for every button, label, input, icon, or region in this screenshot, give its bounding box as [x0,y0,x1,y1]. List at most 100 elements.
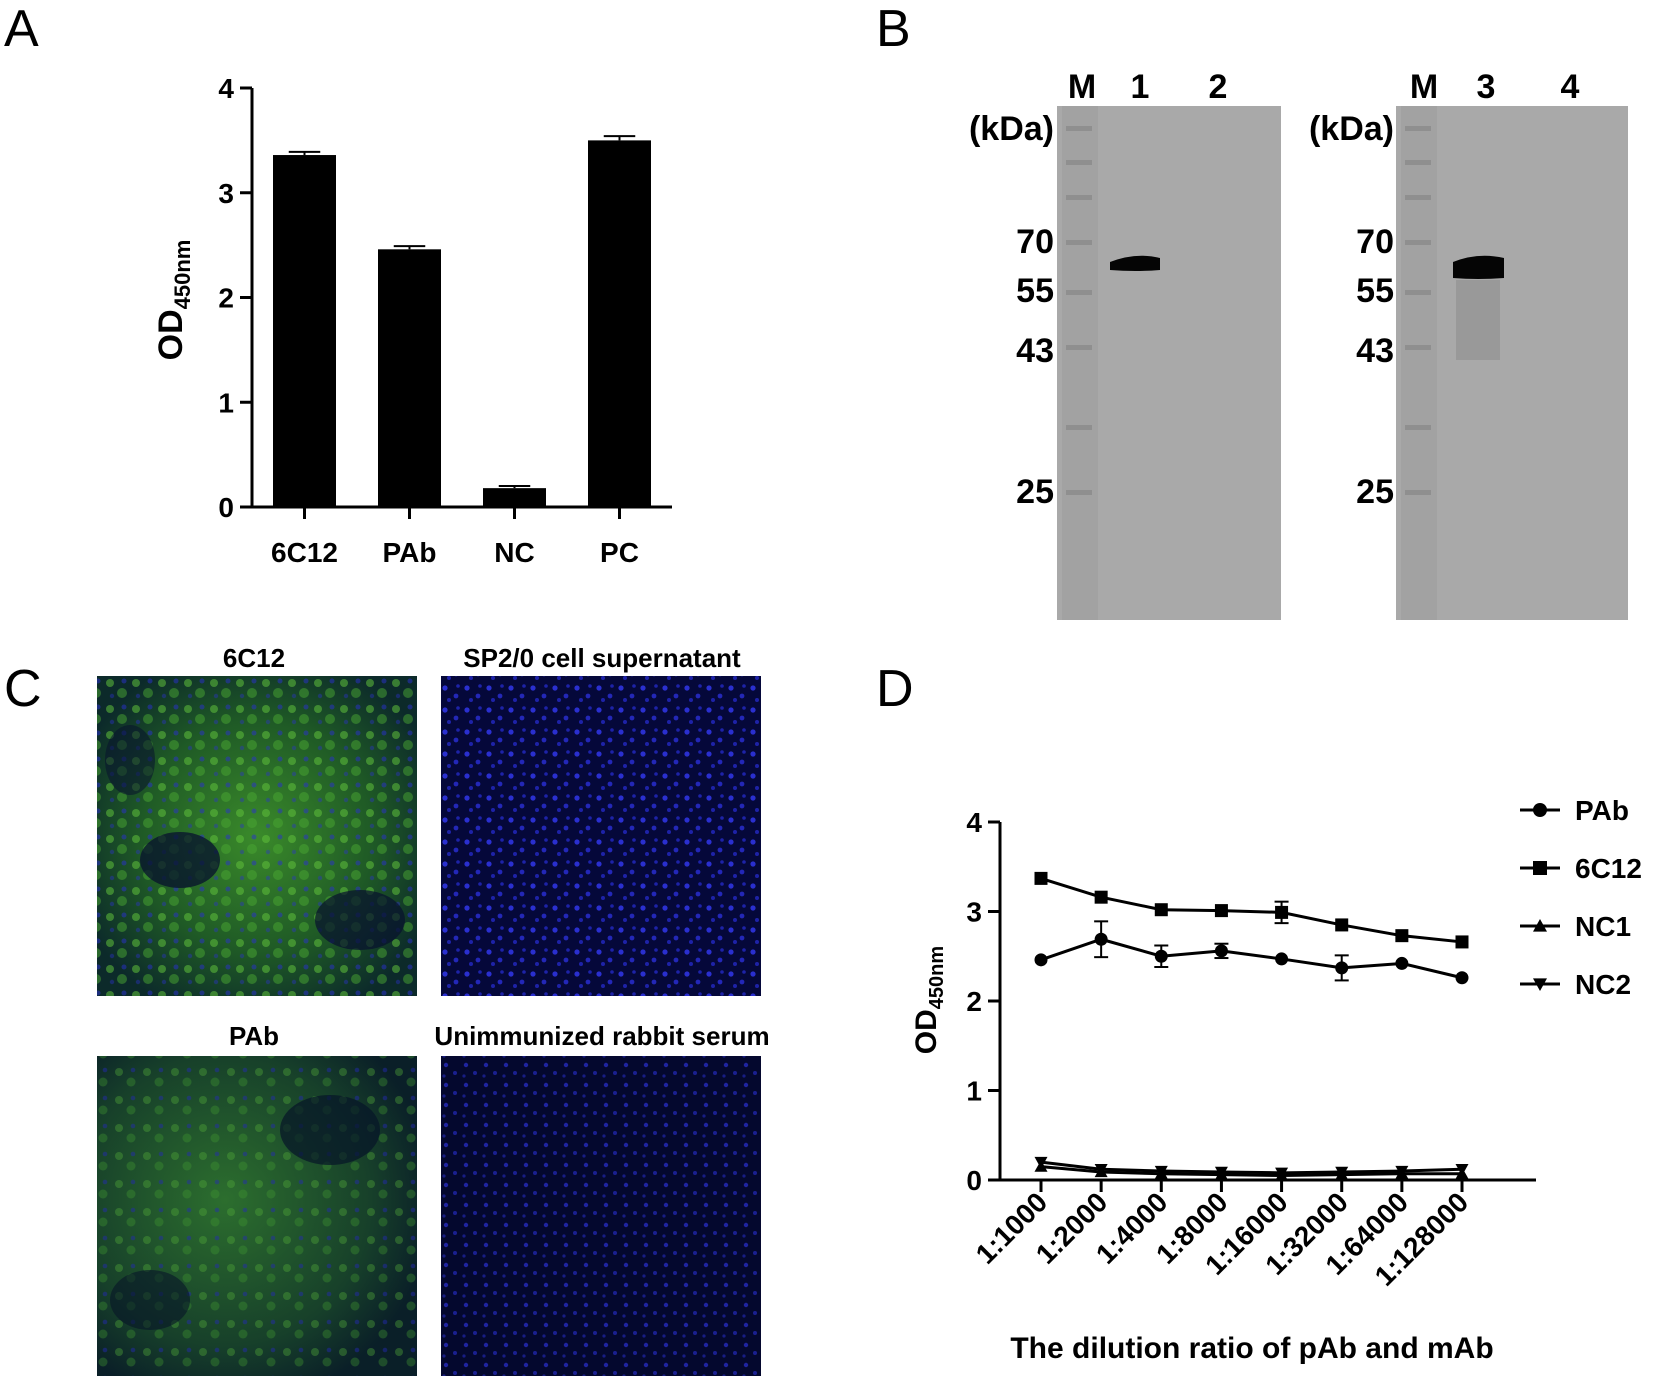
ifa-caption-3: PAb [229,1021,279,1051]
bar-PAb [378,249,441,507]
y-tick-label-a-0: 0 [218,492,234,523]
x-axis-title-d: The dilution ratio of pAb and mAb [1010,1332,1493,1365]
point-6C12-0 [1034,871,1048,885]
marker-25-left: 25 [1016,473,1054,511]
y-tick-label-d-2: 2 [966,986,982,1017]
legend-label-PAb: PAb [1575,795,1629,826]
legend-marker-6C12 [1533,861,1547,875]
bar-6C12 [273,155,336,508]
y-tick-label-d-1: 1 [966,1076,982,1107]
y-tick-label-a-1: 1 [218,387,234,418]
point-NC2-6 [1395,1165,1409,1178]
marker-55-right: 55 [1356,272,1394,310]
point-NC2-3 [1214,1166,1228,1179]
point-6C12-1 [1094,890,1108,904]
series-line-NC2 [1040,1160,1463,1175]
series-line-NC1 [1040,1165,1462,1178]
ifa-caption-4: Unimmunized rabbit serum [434,1021,769,1051]
x-tick-label-PC: PC [600,537,639,568]
point-6C12-7 [1455,935,1469,949]
ifa-image-6c12 [97,676,417,996]
ifa-image-sp20 [441,676,761,996]
point-NC2-2 [1154,1165,1168,1178]
point-NC2-0 [1034,1156,1048,1169]
bar-NC [483,488,546,507]
point-6C12-6 [1395,929,1409,943]
ifa-panel: 6C12 SP2/0 cell supernatant PAb Unimmuni… [97,643,770,1376]
lane-label-right-2: 4 [1561,68,1580,106]
point-PAb-3 [1214,944,1228,958]
y-axis-label-a-main: OD [152,309,190,360]
band-lane-3 [1453,255,1504,279]
panel-letter-c: C [4,660,42,718]
x-tick-label-NC: NC [494,537,534,568]
y-tick-label-a-3: 3 [218,178,234,209]
kda-unit-left: (kDa) [969,110,1054,148]
y-axis-label-d-sub: 450nm [926,946,948,1009]
lane-label-right-0: M [1410,68,1438,106]
ifa-caption-2: SP2/0 cell supernatant [463,643,741,673]
legend-label-6C12: 6C12 [1575,853,1642,884]
y-tick-label-a-4: 4 [218,73,234,104]
y-tick-label-d-3: 3 [966,897,982,928]
point-PAb-0 [1034,953,1048,967]
point-NC2-7 [1455,1164,1469,1176]
bar-chart-a: OD450nm 0 1 2 3 4 6C12 PAb NC PC [152,73,672,568]
y-axis-label-d-main: OD [910,1009,943,1054]
series-line-PAb [1040,937,1463,980]
lane-label-left-0: M [1068,68,1096,106]
ifa-image-pab [97,1056,417,1376]
y-tick-label-d-4: 4 [966,807,982,838]
ifa-caption-1: 6C12 [223,643,285,673]
y-tick-label-a-2: 2 [218,283,234,314]
kda-unit-right: (kDa) [1309,110,1394,148]
point-PAb-4 [1275,952,1289,966]
point-6C12-3 [1214,904,1228,918]
point-PAb-1 [1094,932,1108,946]
point-PAb-7 [1455,971,1469,985]
band-lane-3-smear [1456,280,1500,360]
marker-25-right: 25 [1356,473,1394,511]
bar-PC [588,140,651,507]
blot-marker-lane-left [1062,106,1098,620]
lane-label-left-2: 2 [1209,68,1228,106]
blot-marker-lane-right [1401,106,1437,620]
point-6C12-2 [1154,903,1168,917]
point-NC2-1 [1094,1164,1108,1176]
western-blot-panel: M 1 2 M 3 4 (kDa) (kDa) 70 55 43 25 70 5… [969,68,1628,620]
marker-ladder-left [1066,126,1092,495]
legend-label-NC1: NC1 [1575,911,1631,942]
marker-70-right: 70 [1356,223,1394,261]
point-NC2-5 [1335,1166,1349,1179]
panel-letter-b: B [876,0,911,58]
lane-label-right-1: 3 [1477,68,1496,106]
lane-label-left-1: 1 [1131,68,1150,106]
marker-55-left: 55 [1016,272,1054,310]
legend-marker-NC1 [1533,919,1547,932]
y-axis-label-a: OD450nm [152,240,195,361]
y-tick-label-d-0: 0 [966,1165,982,1196]
panel-letter-a: A [4,0,39,58]
series-line-6C12 [1040,876,1463,944]
line-chart-d: OD450nm The dilution ratio of pAb and mA… [910,795,1642,1365]
panel-letter-d: D [876,660,914,718]
marker-ladder-right [1405,126,1431,495]
marker-43-right: 43 [1356,332,1394,370]
band-lane-1 [1110,255,1160,271]
point-6C12-4 [1275,905,1289,919]
point-PAb-2 [1154,949,1168,963]
legend-marker-NC2 [1533,978,1547,991]
y-axis-label-d: OD450nm [910,946,948,1054]
legend-marker-PAb [1533,803,1547,817]
legend-label-NC2: NC2 [1575,969,1631,1000]
marker-43-left: 43 [1016,332,1054,370]
y-axis-label-a-sub: 450nm [170,240,195,310]
ifa-image-rabbit-serum [441,1056,761,1376]
point-6C12-5 [1335,918,1349,932]
x-tick-label-PAb: PAb [383,537,437,568]
x-tick-label-6C12: 6C12 [271,537,338,568]
point-PAb-5 [1335,961,1349,975]
point-NC2-4 [1275,1167,1289,1180]
